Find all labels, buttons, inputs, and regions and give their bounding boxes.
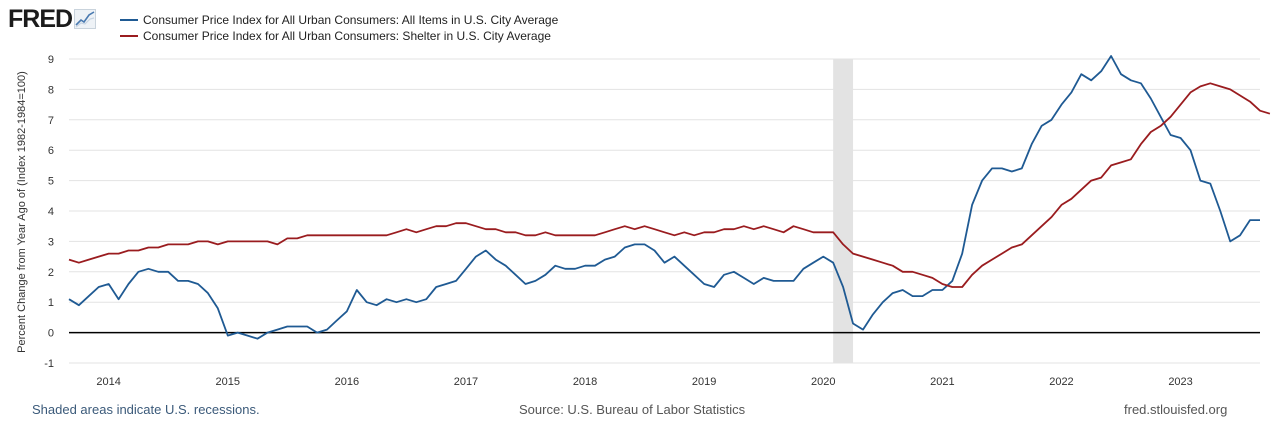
y-tick-label: 6: [48, 145, 54, 157]
x-tick-label: 2016: [335, 376, 359, 388]
fred-graph-icon: [74, 9, 97, 29]
x-tick-label: 2018: [573, 376, 597, 388]
recession-note: Shaded areas indicate U.S. recessions.: [32, 402, 260, 417]
x-tick-label: 2015: [216, 376, 240, 388]
y-tick-label: 9: [48, 54, 54, 66]
legend-swatch-all-items: [120, 19, 138, 21]
series-line-shelter[interactable]: [68, 82, 1271, 288]
x-tick-labels: 2014 2015 2016 2017 2018 2019 2020 2021 2022 2023: [96, 376, 1192, 388]
series-line-all-items[interactable]: [68, 55, 1260, 340]
line-chart: -1 0 1 2 3 4 5 6 7 8 9 2014 2015 2016 2017 2018 2019 202…: [16, 54, 1271, 388]
x-tick-label: 2023: [1168, 376, 1192, 388]
y-tick-label: -1: [44, 358, 54, 370]
x-tick-label: 2014: [96, 376, 120, 388]
fred-logo[interactable]: FRED: [8, 4, 97, 34]
y-tick-label: 3: [48, 236, 54, 248]
chart-legend: Consumer Price Index for All Urban Consu…: [120, 12, 558, 44]
grid-lines: [69, 58, 1260, 364]
y-tick-label: 8: [48, 84, 54, 96]
legend-swatch-shelter: [120, 35, 138, 37]
site-link[interactable]: fred.stlouisfed.org: [1124, 402, 1228, 417]
y-tick-label: 1: [48, 297, 54, 309]
y-tick-label: 0: [48, 328, 54, 340]
x-tick-label: 2021: [930, 376, 954, 388]
x-tick-label: 2022: [1049, 376, 1073, 388]
series-lines: [68, 55, 1271, 340]
legend-label-all-items: Consumer Price Index for All Urban Consu…: [143, 13, 559, 27]
recession-band: [833, 59, 854, 363]
fred-logo-text: FRED: [8, 5, 73, 33]
y-tick-label: 4: [48, 206, 54, 218]
recession-shading: [833, 59, 854, 363]
x-tick-label: 2019: [692, 376, 716, 388]
y-axis-label: Percent Change from Year Ago of (Index 1…: [16, 71, 28, 353]
y-tick-label: 5: [48, 176, 54, 188]
legend-item-all-items[interactable]: Consumer Price Index for All Urban Consu…: [120, 12, 558, 28]
legend-item-shelter[interactable]: Consumer Price Index for All Urban Consu…: [120, 28, 558, 44]
legend-label-shelter: Consumer Price Index for All Urban Consu…: [143, 29, 551, 43]
y-tick-labels: -1 0 1 2 3 4 5 6 7 8 9: [44, 54, 54, 370]
x-tick-label: 2020: [811, 376, 835, 388]
source-note: Source: U.S. Bureau of Labor Statistics: [519, 402, 746, 417]
y-tick-label: 7: [48, 115, 54, 127]
y-tick-label: 2: [48, 267, 54, 279]
x-tick-label: 2017: [454, 376, 478, 388]
